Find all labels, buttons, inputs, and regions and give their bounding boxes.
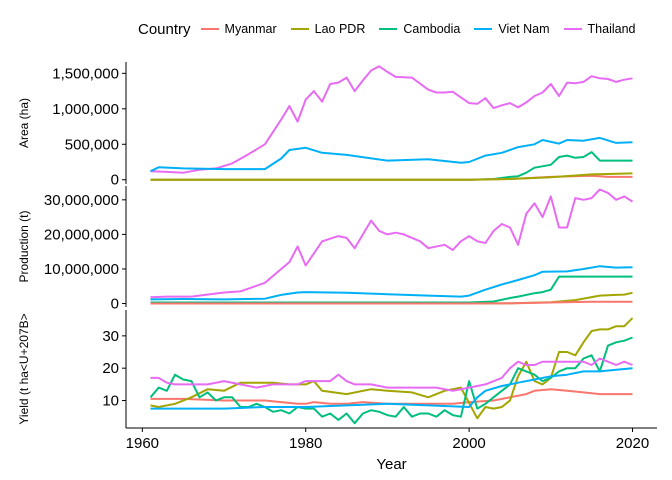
series-line-cambodia-production <box>150 275 633 304</box>
legend-title: Country <box>138 20 191 38</box>
legend-swatch-myanmar <box>200 28 219 30</box>
y-tick-label-production: 10,000,000 <box>44 261 119 278</box>
series-line-viet-nam-yield <box>150 367 633 410</box>
series-line-myanmar-yield <box>150 388 633 405</box>
y-axis-title-yield: Yield (t ha<U+207B> <box>17 313 31 424</box>
y-tick-label-production: 0 <box>111 296 119 313</box>
x-tick-label: 2020 <box>616 435 649 452</box>
series-line-thailand-production <box>150 188 634 299</box>
series-line-thailand-area <box>150 65 633 174</box>
series-line-myanmar-production <box>150 300 633 305</box>
panel-yield: 10 20 30 Yield (t ha<U+207B> <box>17 310 634 428</box>
y-axis-title-production: Production (t) <box>17 210 31 282</box>
legend-swatch-viet-nam <box>474 28 493 30</box>
legend: Country Myanmar Lao PDR Cambodia Viet Na… <box>138 18 649 40</box>
legend-label-cambodia: Cambodia <box>403 22 461 36</box>
x-axis-title: Year <box>376 456 406 473</box>
legend-item-viet-nam: Viet Nam <box>474 22 550 36</box>
series-line-thailand-yield <box>150 357 633 392</box>
y-tick-label-area: 1,000,000 <box>52 101 119 118</box>
x-tick-label: 1960 <box>126 435 159 452</box>
legend-item-myanmar: Myanmar <box>200 22 277 36</box>
panel-area: 0 500,000 1,000,000 1,500,000 Area (ha) <box>17 62 633 189</box>
y-tick-label-yield: 10 <box>102 393 119 410</box>
y-tick-label-yield: 20 <box>102 360 119 377</box>
legend-item-lao-pdr: Lao PDR <box>290 22 366 36</box>
y-axis-title-area: Area (ha) <box>17 98 31 148</box>
legend-label-viet-nam: Viet Nam <box>498 22 550 36</box>
panel-production: 0 10,000,000 20,000,000 30,000,000 Productio… <box>17 186 634 313</box>
x-tick-label: 2000 <box>452 435 485 452</box>
series-line-lao-pdr-area <box>150 172 633 181</box>
legend-item-cambodia: Cambodia <box>379 22 460 36</box>
legend-item-thailand: Thailand <box>563 22 636 36</box>
x-tick-label: 1980 <box>289 435 322 452</box>
legend-label-lao-pdr: Lao PDR <box>314 22 366 36</box>
legend-swatch-thailand <box>563 28 582 30</box>
series-line-viet-nam-area <box>150 136 633 173</box>
y-tick-label-area: 0 <box>111 172 119 189</box>
x-axis: 1960 1980 2000 2020 Year <box>126 427 657 473</box>
series-line-viet-nam-production <box>150 265 633 301</box>
y-tick-label-production: 30,000,000 <box>44 192 119 209</box>
legend-swatch-lao-pdr <box>290 28 309 30</box>
y-tick-label-area: 500,000 <box>65 136 119 153</box>
y-tick-label-production: 20,000,000 <box>44 226 119 243</box>
legend-swatch-cambodia <box>379 28 398 30</box>
y-tick-label-yield: 30 <box>102 328 119 345</box>
legend-label-thailand: Thailand <box>587 22 636 36</box>
legend-label-myanmar: Myanmar <box>224 22 277 36</box>
series-line-lao-pdr-yield <box>150 317 634 420</box>
y-tick-label-area: 1,500,000 <box>52 65 119 82</box>
